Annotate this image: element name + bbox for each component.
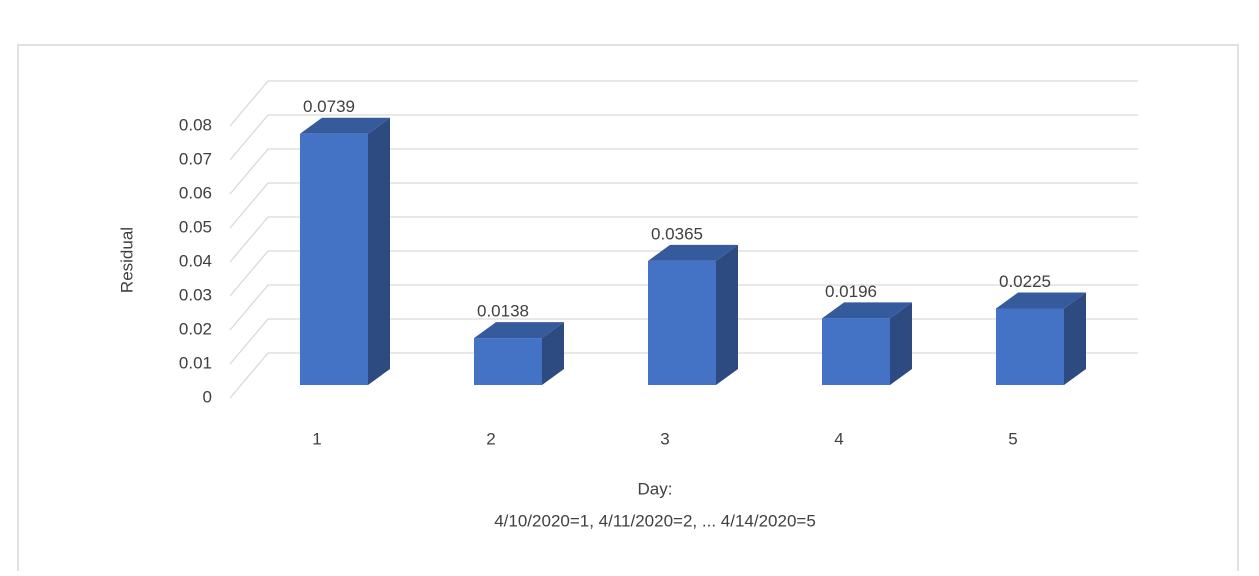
chart-border: [17, 44, 1239, 571]
x-axis-subtitle: 4/10/2020=1, 4/11/2020=2, ... 4/14/2020=…: [494, 511, 816, 530]
x-tick-label: 1: [312, 429, 321, 448]
x-tick-label: 2: [486, 429, 495, 448]
bar-top: [822, 302, 912, 319]
bar-top: [300, 117, 390, 134]
y-tick-label: 0.03: [179, 285, 212, 304]
grid-line: [229, 114, 1138, 161]
data-label: 0.0739: [303, 97, 355, 116]
grid-line: [229, 284, 1138, 331]
bar-top: [996, 292, 1086, 309]
grid-line: [229, 148, 1138, 195]
bar-side: [542, 322, 564, 385]
x-tick-label: 4: [834, 429, 843, 448]
bar: [300, 133, 368, 385]
grid-line: [229, 80, 1138, 127]
bar-top: [474, 322, 564, 339]
bar-side: [890, 302, 912, 385]
bar-top: [648, 244, 738, 261]
bar: [996, 308, 1064, 385]
grid-line: [229, 182, 1138, 229]
bar-side: [1064, 292, 1086, 385]
data-label: 0.0365: [651, 224, 703, 243]
y-tick-label: 0: [203, 387, 212, 406]
bar: [822, 318, 890, 385]
bar: [648, 260, 716, 385]
y-tick-label: 0.04: [179, 251, 212, 270]
x-tick-label: 5: [1008, 429, 1017, 448]
y-tick-label: 0.02: [179, 319, 212, 338]
data-label: 0.0225: [999, 272, 1051, 291]
y-tick-label: 0.05: [179, 217, 212, 236]
bar: [474, 338, 542, 385]
y-tick-label: 0.08: [179, 115, 212, 134]
x-tick-label: 3: [660, 429, 669, 448]
data-label: 0.0196: [825, 282, 877, 301]
y-tick-label: 0.06: [179, 183, 212, 202]
bar-side: [368, 117, 390, 386]
y-tick-label: 0.01: [179, 353, 212, 372]
bar-side: [716, 244, 738, 385]
y-axis-title: Residual: [117, 227, 136, 293]
x-axis-title: Day:: [638, 479, 673, 498]
data-label: 0.0138: [477, 302, 529, 321]
grid-line: [229, 250, 1138, 297]
y-tick-label: 0.07: [179, 149, 212, 168]
grid-line: [229, 216, 1138, 263]
